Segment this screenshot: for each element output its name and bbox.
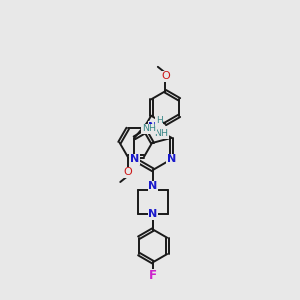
Text: N: N — [148, 209, 158, 219]
Text: N: N — [167, 154, 176, 164]
Text: N: N — [148, 181, 158, 191]
Text: H: H — [156, 116, 163, 125]
Text: NH: NH — [142, 124, 156, 134]
Text: N: N — [130, 154, 140, 164]
Text: N: N — [148, 122, 158, 132]
Text: O: O — [123, 167, 132, 177]
Text: NH: NH — [154, 129, 168, 138]
Text: O: O — [161, 71, 170, 81]
Text: F: F — [149, 269, 157, 282]
